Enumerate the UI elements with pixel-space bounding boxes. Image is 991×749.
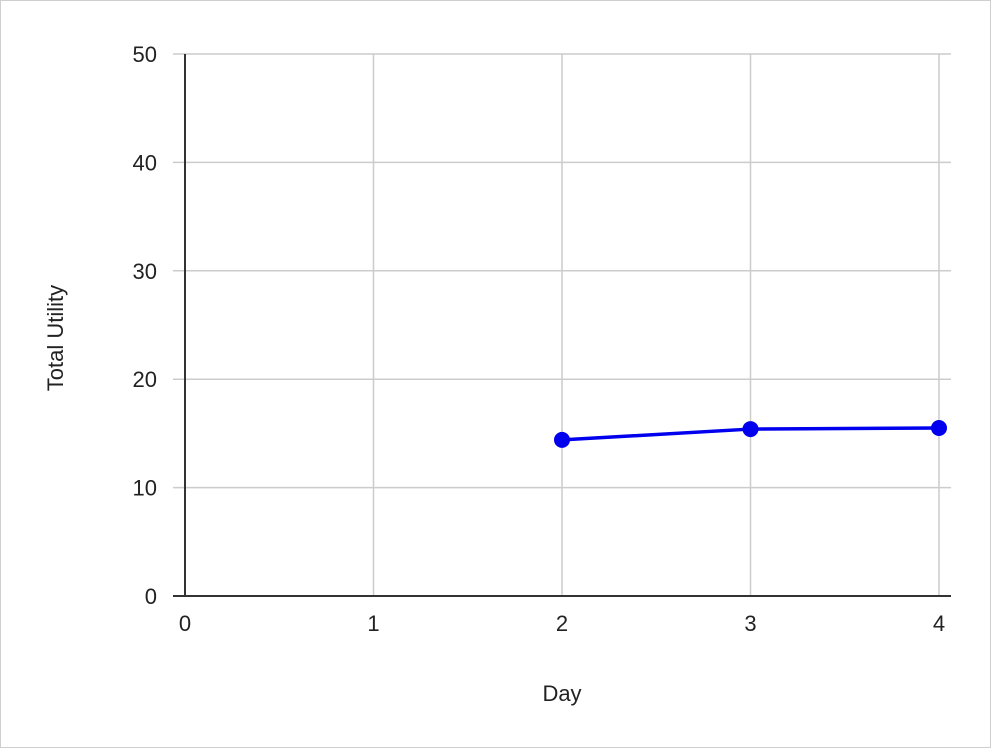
y-tick-label: 30 bbox=[133, 259, 157, 284]
x-tick-label: 4 bbox=[933, 611, 945, 636]
y-axis-title: Total Utility bbox=[43, 285, 68, 391]
data-point[interactable] bbox=[554, 431, 570, 448]
y-tick-label: 0 bbox=[145, 584, 157, 609]
y-axis-ticks: 0 10 20 30 40 50 bbox=[133, 42, 157, 609]
y-tick-label: 40 bbox=[133, 150, 157, 175]
x-axis-ticks: 0 1 2 3 4 bbox=[179, 611, 945, 636]
x-tick-label: 2 bbox=[556, 611, 568, 636]
x-axis-title: Day bbox=[542, 681, 581, 706]
data-point[interactable] bbox=[742, 421, 759, 438]
y-tick-label: 20 bbox=[133, 367, 157, 392]
series-layer bbox=[554, 419, 947, 448]
x-tick-label: 3 bbox=[744, 611, 756, 636]
y-tick-label: 10 bbox=[133, 476, 157, 501]
grid-lines bbox=[173, 53, 951, 596]
x-tick-label: 0 bbox=[179, 611, 191, 636]
data-point[interactable] bbox=[931, 419, 947, 436]
x-tick-label: 1 bbox=[367, 611, 379, 636]
axes bbox=[173, 54, 951, 597]
y-tick-label: 50 bbox=[133, 42, 157, 67]
